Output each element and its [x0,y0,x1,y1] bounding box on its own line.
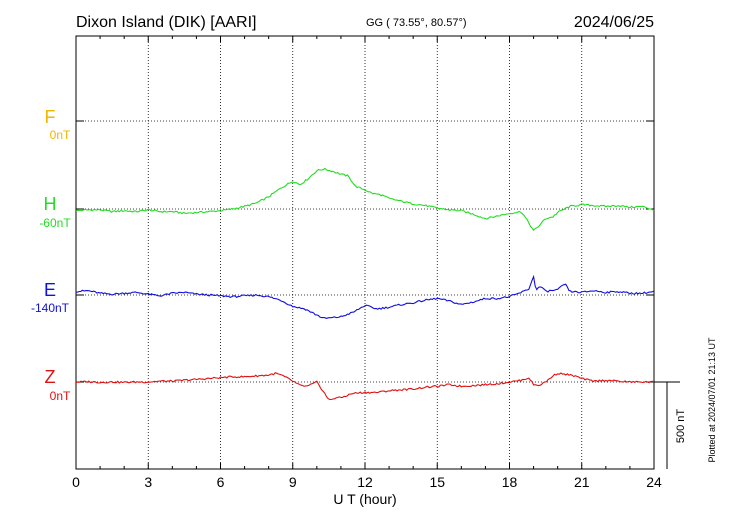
channel-baseline-f: 0nT [50,128,71,142]
series-z-line [75,372,655,401]
x-tick-label: 3 [144,474,152,490]
x-axis-ticks: 0 3 6 9 12 15 18 21 24 [72,36,662,490]
x-tick-label: 18 [502,474,518,490]
channel-label-h: H [44,194,57,214]
channel-label-f: F [45,107,56,127]
channel-baseline-h: -60nT [39,216,71,230]
x-tick-label: 12 [357,474,373,490]
series-e-line [75,274,655,319]
x-tick-label: 24 [646,474,662,490]
grid-layer [76,36,654,469]
x-tick-label: 0 [72,474,80,490]
channel-baseline-e: -140nT [31,301,70,315]
plotted-note: Plotted at 2024/07/01 21:13 UT [707,337,717,463]
date-label: 2024/06/25 [574,14,654,31]
x-tick-label: 6 [217,474,225,490]
coordinates-label: GG ( 73.55°, 80.57°) [366,17,467,29]
scale-bar-label: 500 nT [675,409,687,444]
x-tick-label: 15 [429,474,445,490]
channel-baseline-z: 0nT [50,389,71,403]
x-tick-label: 9 [289,474,297,490]
series-layer [75,167,655,401]
x-tick-label: 21 [574,474,590,490]
scale-bar [654,381,680,469]
station-title: Dixon Island (DIK) [AARI] [76,14,257,31]
x-axis-label: U T (hour) [333,491,396,507]
channel-label-z: Z [45,367,56,387]
channel-label-e: E [44,280,56,300]
series-h-line [75,167,655,232]
